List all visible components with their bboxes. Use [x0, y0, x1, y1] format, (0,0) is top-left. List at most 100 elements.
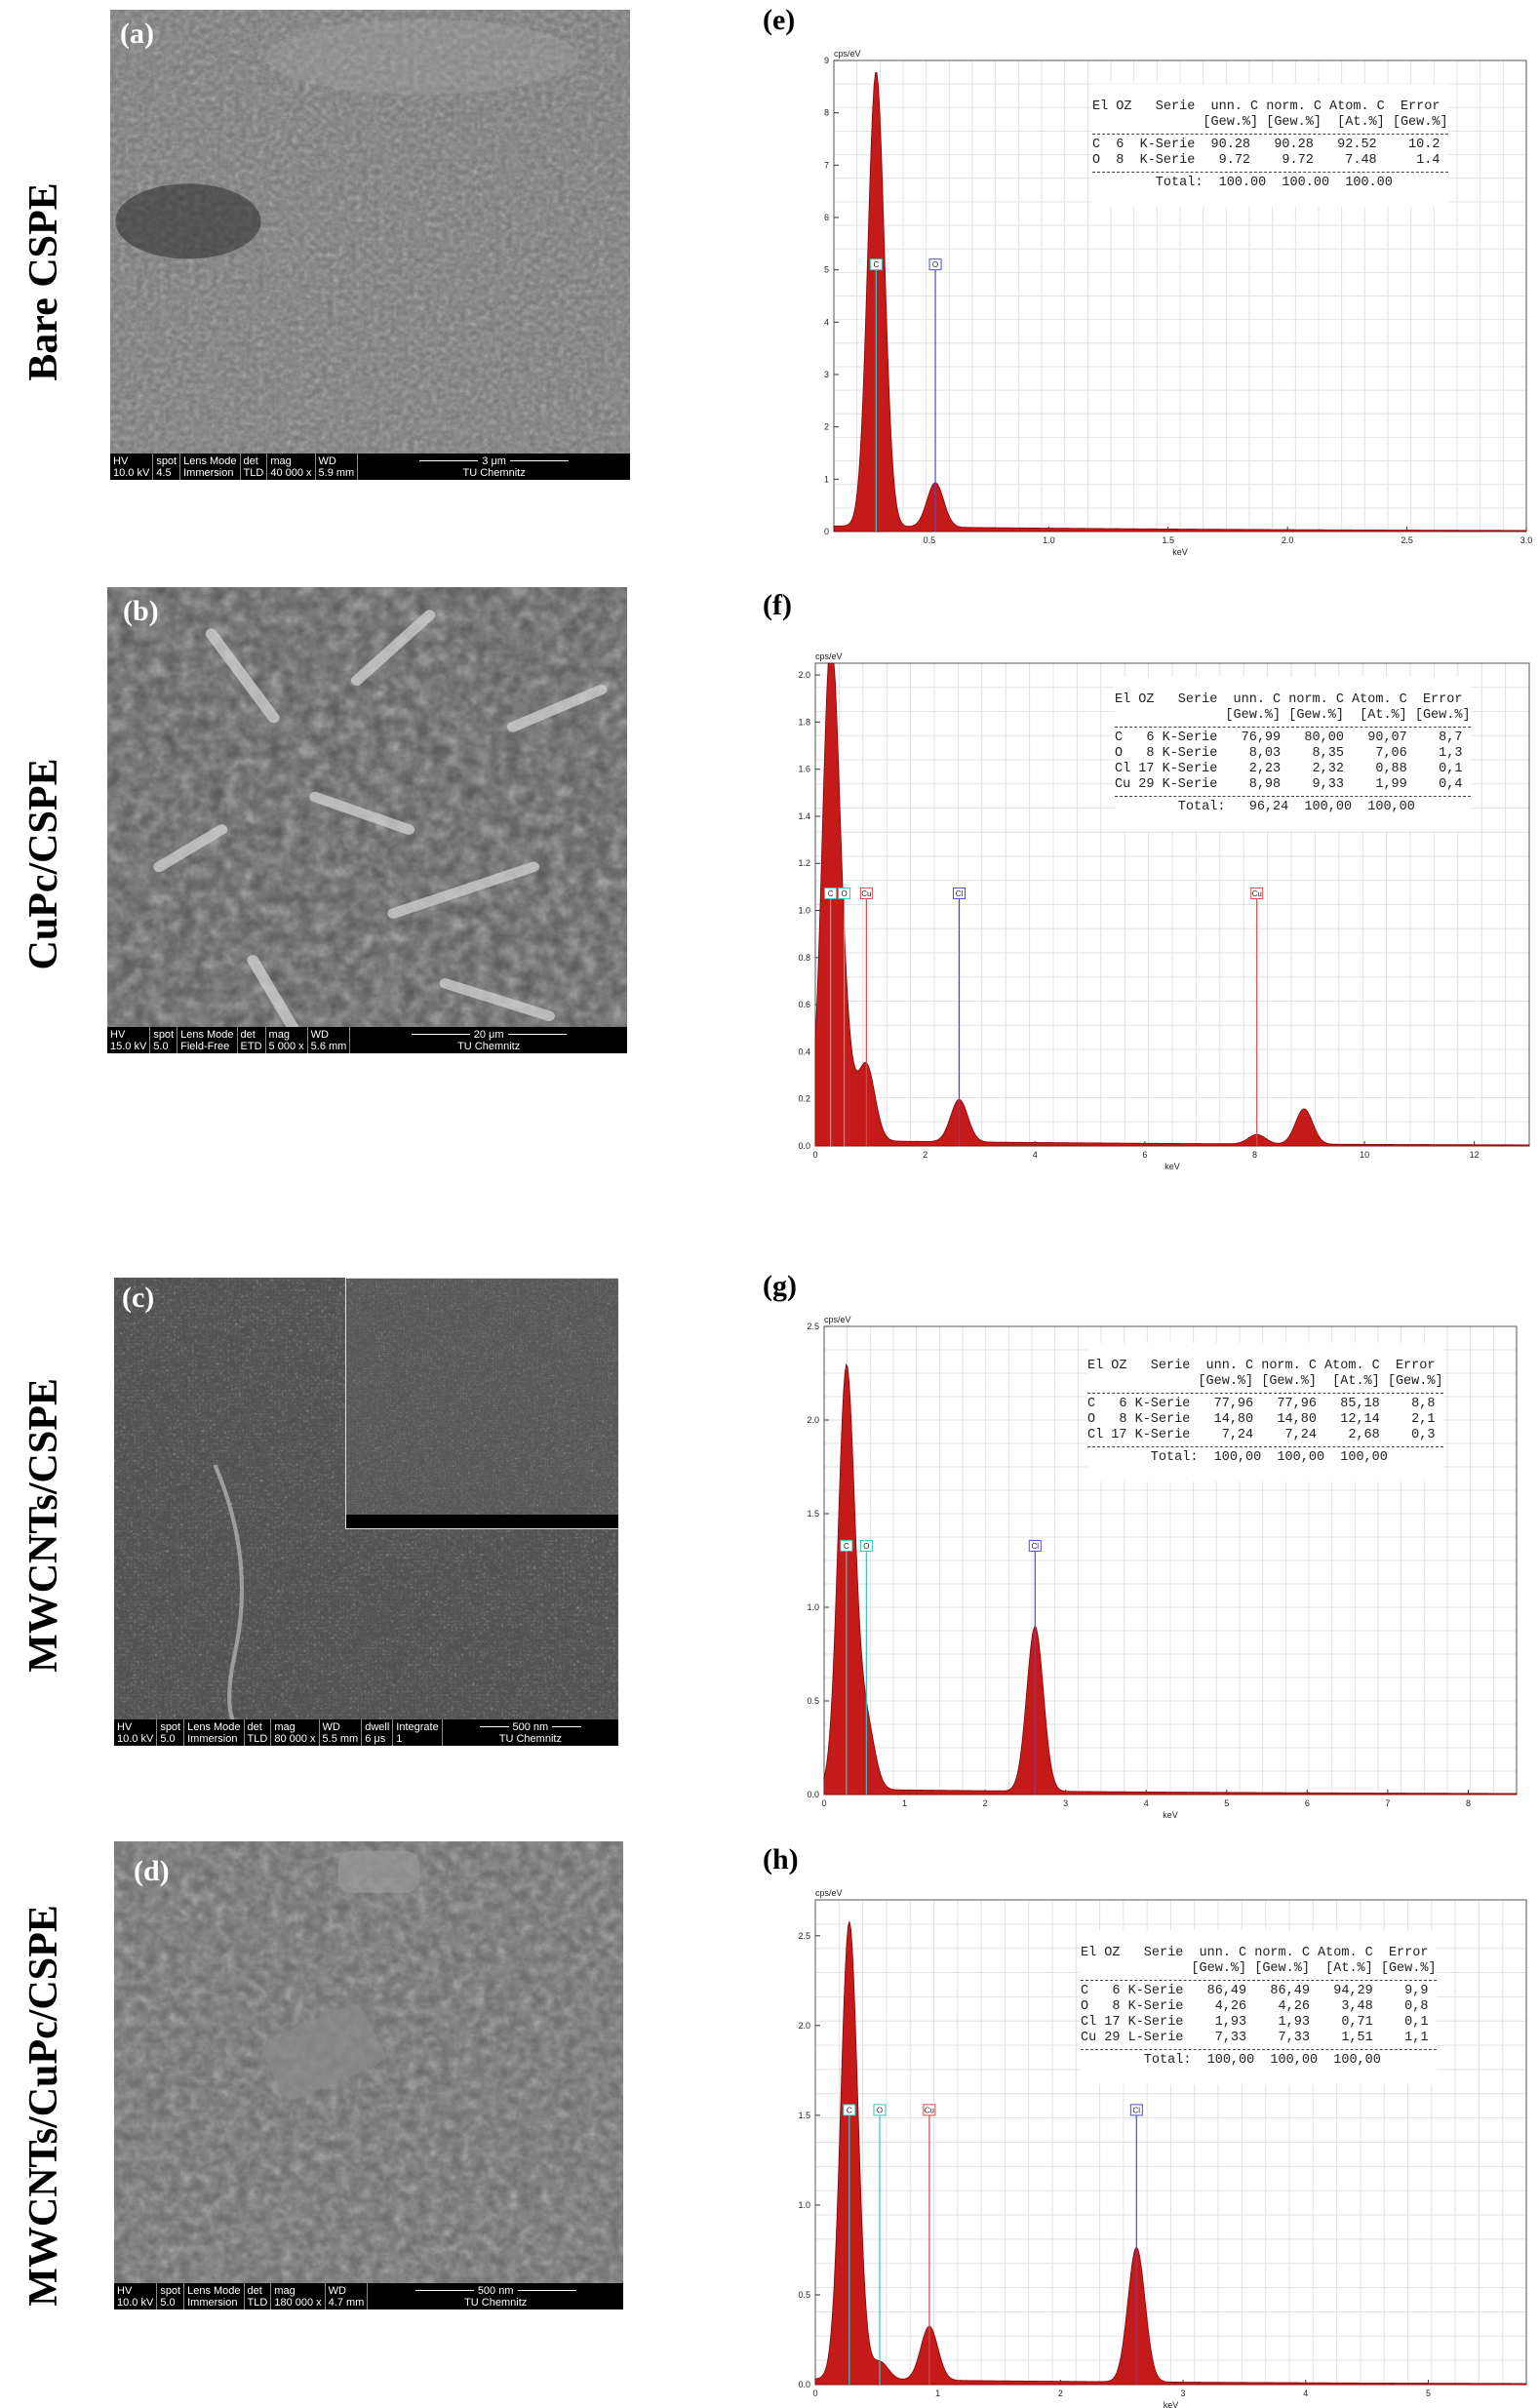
y-tick-label: 1.8: [798, 717, 810, 727]
info-label: det: [247, 1720, 262, 1733]
sem-inset-infobar: [346, 1515, 618, 1528]
info-value: 5.9 mm: [318, 466, 355, 479]
x-tick-label: 2.0: [1282, 535, 1294, 545]
sem-infobar-c: HV 10.0 kV spot 5.0 Lens Mode Immersion det…: [114, 1719, 618, 1746]
table-rule: [1081, 1980, 1437, 1981]
info-value: 5.0: [153, 1040, 169, 1052]
info-value: 10.0 kV: [117, 1732, 154, 1745]
table-row: C 6 K-Serie 90.28 90.28 92.52 10.2: [1092, 138, 1440, 152]
x-axis-label: keV: [1164, 1162, 1180, 1171]
y-tick-label: 0.2: [798, 1094, 810, 1104]
eds-table-f: El OZ Serie unn. C norm. C Atom. C Error…: [1115, 677, 1471, 831]
table-total: Total: 100,00 100,00 100,00: [1087, 1450, 1388, 1465]
info-label: mag: [268, 1028, 290, 1041]
y-tick-label: 1.0: [798, 2200, 810, 2210]
table-row: O 8 K-Serie 14,80 14,80 12,14 2,1: [1087, 1412, 1436, 1427]
eds-table-g: El OZ Serie unn. C norm. C Atom. C Error…: [1087, 1343, 1443, 1481]
y-tick-label: 1.2: [798, 858, 810, 868]
y-axis-label: cps/eV: [834, 49, 861, 59]
info-label: Integrate: [396, 1720, 439, 1733]
sem-infobar-d: HV 10.0 kV spot 5.0 Lens Mode Immersion det…: [114, 2283, 623, 2309]
table-header: El OZ Serie unn. C norm. C Atom. C Error: [1115, 692, 1463, 707]
element-marker-label: Cu: [925, 2106, 934, 2114]
info-value: 1: [396, 1732, 403, 1745]
x-tick-label: 4: [1144, 1798, 1149, 1808]
info-label: HV: [117, 2284, 133, 2297]
info-label: spot: [153, 1028, 175, 1041]
element-marker-label: Cl: [1032, 1542, 1040, 1551]
row-label-cupc-cspe: CuPc/CSPE: [21, 758, 66, 970]
lab-label: TU Chemnitz: [464, 2296, 528, 2309]
table-rule: [1087, 1446, 1443, 1447]
x-tick-label: 0: [821, 1798, 826, 1808]
scale-bar-label: 3 μm: [482, 454, 506, 467]
x-tick-label: 1: [935, 2388, 940, 2398]
y-tick-label: 0.0: [807, 1790, 819, 1799]
x-tick-label: 3: [1063, 1798, 1068, 1808]
sem-texture-d: [114, 1841, 623, 2309]
info-value: 10.0 kV: [113, 466, 150, 479]
element-marker-box: [859, 887, 873, 899]
element-marker-label: O: [841, 889, 847, 898]
info-value: Field-Free: [180, 1040, 230, 1052]
info-value: 4.7 mm: [328, 2296, 365, 2309]
table-rule: [1115, 796, 1471, 797]
table-header-units: [Gew.%] [Gew.%] [At.%] [Gew.%]: [1115, 708, 1471, 723]
y-tick-label: 1.5: [798, 2111, 810, 2120]
table-row: C 6 K-Serie 86,49 86,49 94,29 9,9: [1081, 1984, 1429, 1998]
sem-inset-c: [345, 1278, 618, 1529]
element-marker-label: Cu: [861, 889, 871, 898]
table-row: Cl 17 K-Serie 1,93 1,93 0,71 0,1: [1081, 2015, 1429, 2030]
table-header: El OZ Serie unn. C norm. C Atom. C Error: [1087, 1359, 1436, 1373]
x-tick-label: 4: [1033, 1150, 1038, 1160]
info-label: HV: [110, 1028, 126, 1041]
y-tick-label: 2.5: [798, 1931, 810, 1941]
table-total: Total: 100.00 100.00 100.00: [1092, 176, 1393, 190]
scale-bar-label: 20 μm: [473, 1028, 504, 1041]
info-label: mag: [274, 2284, 296, 2297]
y-tick-label: 1.6: [798, 765, 810, 774]
x-tick-label: 10: [1360, 1150, 1369, 1160]
x-tick-label: 8: [1252, 1150, 1257, 1160]
x-tick-label: 6: [1142, 1150, 1147, 1160]
element-marker-box: [873, 2104, 887, 2116]
info-value: 4.5: [156, 466, 172, 479]
element-marker-label: Cl: [1133, 2106, 1141, 2114]
y-tick-label: 8: [824, 108, 829, 118]
element-marker-label: C: [847, 2106, 852, 2114]
sem-panel-letter-a: (a): [120, 18, 154, 50]
info-value: 5.5 mm: [322, 1732, 359, 1745]
x-tick-label: 2: [1058, 2388, 1063, 2398]
y-tick-label: 1.4: [798, 811, 810, 821]
table-header-units: [Gew.%] [Gew.%] [At.%] [Gew.%]: [1092, 115, 1448, 130]
info-label: WD: [328, 2284, 346, 2297]
element-marker-box: [840, 1539, 853, 1552]
info-value: 5.0: [160, 1732, 176, 1745]
y-tick-label: 2: [824, 422, 829, 432]
spectrum-area: [823, 1362, 1518, 1796]
x-tick-label: 0.5: [924, 535, 936, 545]
eds-panel-letter-e: (e): [763, 4, 796, 36]
y-tick-label: 3: [824, 370, 829, 379]
y-tick-label: 2.0: [807, 1415, 819, 1425]
table-row: C 6 K-Serie 76,99 80,00 90,07 8,7: [1115, 730, 1463, 745]
info-label: Lens Mode: [187, 2284, 241, 2297]
lab-label: TU Chemnitz: [498, 1732, 562, 1745]
sem-panel-letter-d: (d): [134, 1855, 170, 1887]
table-row: C 6 K-Serie 77,96 77,96 85,18 8,8: [1087, 1397, 1436, 1411]
info-label: WD: [322, 1720, 340, 1733]
x-axis-label: keV: [1172, 547, 1188, 557]
element-marker-label: O: [932, 260, 938, 269]
sem-image-d: (d) HV 10.0 kV spot 5.0 Lens Mode Immersion…: [114, 1841, 623, 2309]
table-header-units: [Gew.%] [Gew.%] [At.%] [Gew.%]: [1081, 1961, 1437, 1976]
info-value: 40 000 x: [270, 466, 312, 479]
y-tick-label: 0.4: [798, 1046, 810, 1056]
element-marker-label: O: [877, 2106, 883, 2114]
y-tick-label: 2.5: [807, 1322, 819, 1331]
info-label: mag: [270, 454, 292, 467]
y-axis-label: cps/eV: [824, 1315, 851, 1324]
element-marker-label: Cl: [956, 889, 964, 898]
info-value: 5.0: [160, 2296, 176, 2309]
info-label: Lens Mode: [180, 1028, 234, 1041]
table-header: El OZ Serie unn. C norm. C Atom. C Error: [1092, 99, 1440, 114]
